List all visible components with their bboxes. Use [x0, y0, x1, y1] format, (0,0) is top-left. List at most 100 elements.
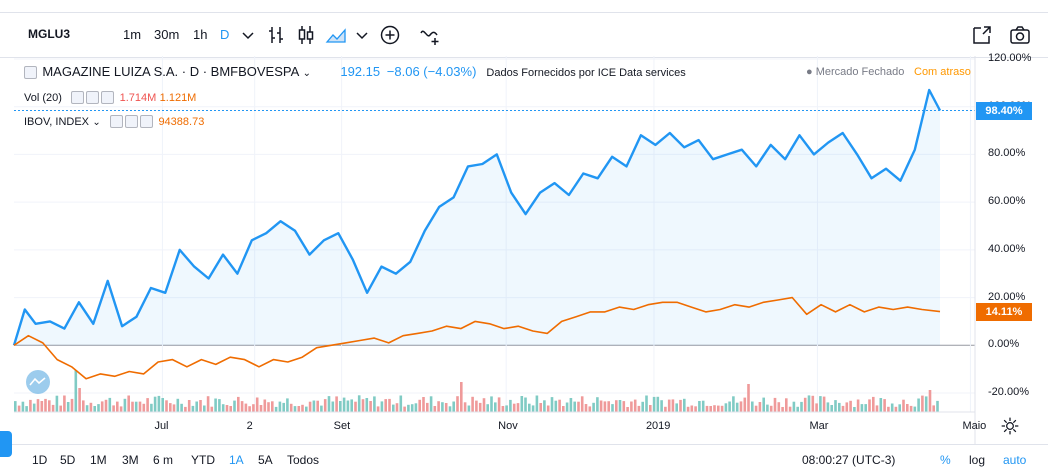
range-3m[interactable]: 3M: [122, 453, 139, 467]
range-1m[interactable]: 1M: [90, 453, 107, 467]
volume-bar: [539, 403, 542, 412]
volume-bar: [55, 395, 59, 412]
volume-bar: [501, 406, 505, 412]
volume-bar: [630, 401, 633, 412]
volume-bar: [826, 402, 830, 412]
range-6m[interactable]: 6 m: [153, 453, 174, 467]
bottom-toolbar: 1D 5D 1M 3M 6 m YTD 1A 5A Todos 08:00:27…: [0, 431, 1048, 473]
volume-bar: [879, 398, 883, 412]
volume-bar: [460, 382, 463, 412]
eye-icon[interactable]: [110, 115, 124, 129]
camera-icon[interactable]: [1008, 23, 1032, 47]
area-style-icon[interactable]: [324, 23, 348, 47]
volume-bar: [528, 403, 531, 412]
interval-30m[interactable]: 30m: [154, 27, 180, 42]
volume-bar: [471, 396, 474, 412]
gear-icon[interactable]: [1000, 416, 1020, 436]
expand-panel-button[interactable]: [0, 431, 12, 457]
chevron-down-icon[interactable]: ⌄: [302, 68, 311, 79]
auto-toggle[interactable]: auto: [1003, 453, 1027, 467]
log-toggle[interactable]: log: [969, 453, 986, 467]
range-5d[interactable]: 5D: [60, 453, 76, 467]
close-icon[interactable]: [101, 91, 115, 105]
volume-bar: [849, 400, 852, 412]
y-tick-label: -20.00%: [988, 386, 1029, 398]
volume-bar: [788, 406, 792, 412]
volume-bar: [841, 405, 845, 412]
interval-d[interactable]: D: [220, 27, 230, 42]
volume-bar: [909, 405, 913, 412]
eye-icon[interactable]: [71, 91, 85, 105]
indicators-icon[interactable]: [418, 23, 442, 47]
volume-bar: [463, 402, 467, 412]
volume-bar: [429, 396, 433, 412]
range-ytd[interactable]: YTD: [191, 453, 215, 467]
chevron-down-icon[interactable]: [350, 23, 374, 47]
volume-bar: [51, 404, 55, 412]
volume-bar: [357, 395, 361, 412]
volume-bar: [74, 370, 78, 412]
volume-bar: [414, 403, 418, 412]
interval-1h[interactable]: 1h: [193, 27, 208, 42]
volume-bar: [822, 396, 826, 412]
fullscreen-icon[interactable]: [970, 23, 994, 47]
volume-bar: [626, 407, 629, 412]
volume-bar: [365, 398, 369, 412]
volume-bar: [652, 396, 656, 412]
volume-bar: [97, 404, 100, 412]
range-5a[interactable]: 5A: [258, 453, 273, 467]
volume-bar: [66, 402, 70, 412]
volume-bar: [671, 399, 675, 412]
volume-bar: [312, 400, 316, 412]
volume-bar: [611, 404, 614, 412]
volume-bar: [524, 397, 527, 412]
volume-bar: [467, 405, 471, 412]
volume-bar: [206, 396, 210, 412]
candles-style-icon[interactable]: [294, 23, 318, 47]
price-chart[interactable]: [0, 56, 1048, 444]
symbol-input[interactable]: MGLU3: [28, 27, 70, 41]
close-icon[interactable]: [140, 115, 154, 129]
compare-add-icon[interactable]: [378, 23, 402, 47]
volume-bar: [373, 396, 376, 412]
bars-style-icon[interactable]: [264, 23, 288, 47]
volume-bar: [301, 404, 304, 412]
range-1d[interactable]: 1D: [32, 453, 48, 467]
volume-bar: [138, 401, 142, 412]
mglu3-line: [12, 88, 942, 346]
volume-bar: [505, 405, 508, 412]
range-1a[interactable]: 1A: [229, 453, 244, 467]
ibov-label[interactable]: IBOV, INDEX: [24, 116, 90, 128]
percent-toggle[interactable]: %: [940, 453, 951, 467]
volume-bar: [187, 400, 191, 412]
interval-1m[interactable]: 1m: [123, 27, 142, 42]
range-todos[interactable]: Todos: [287, 453, 320, 467]
volume-bar: [667, 399, 671, 412]
volume-bar: [422, 397, 425, 412]
clock-timezone[interactable]: 08:00:27 (UTC-3): [802, 453, 896, 467]
volume-bar: [875, 405, 879, 412]
volume-bar: [116, 401, 119, 412]
settings-icon[interactable]: [125, 115, 139, 129]
volume-bar: [142, 403, 146, 412]
volume-bar: [14, 401, 17, 412]
chevron-down-icon[interactable]: ⌄: [92, 117, 101, 128]
volume-bar: [785, 398, 788, 412]
volume-bar: [233, 400, 236, 412]
volume-bar: [796, 406, 799, 412]
volume-bar: [112, 405, 115, 412]
legend-price: 192.15: [340, 64, 381, 79]
settings-icon[interactable]: [86, 91, 100, 105]
volume-bar: [494, 402, 497, 412]
vol-label[interactable]: Vol (20): [24, 92, 62, 104]
volume-bar: [856, 399, 860, 412]
chevron-down-icon[interactable]: [236, 23, 260, 47]
volume-bar: [320, 405, 323, 412]
volume-bar: [819, 396, 822, 412]
volume-bar: [32, 403, 36, 412]
volume-bar: [271, 401, 274, 412]
volume-bar: [475, 400, 478, 412]
collapse-legend-icon[interactable]: [24, 66, 37, 80]
volume-bar: [282, 402, 285, 412]
